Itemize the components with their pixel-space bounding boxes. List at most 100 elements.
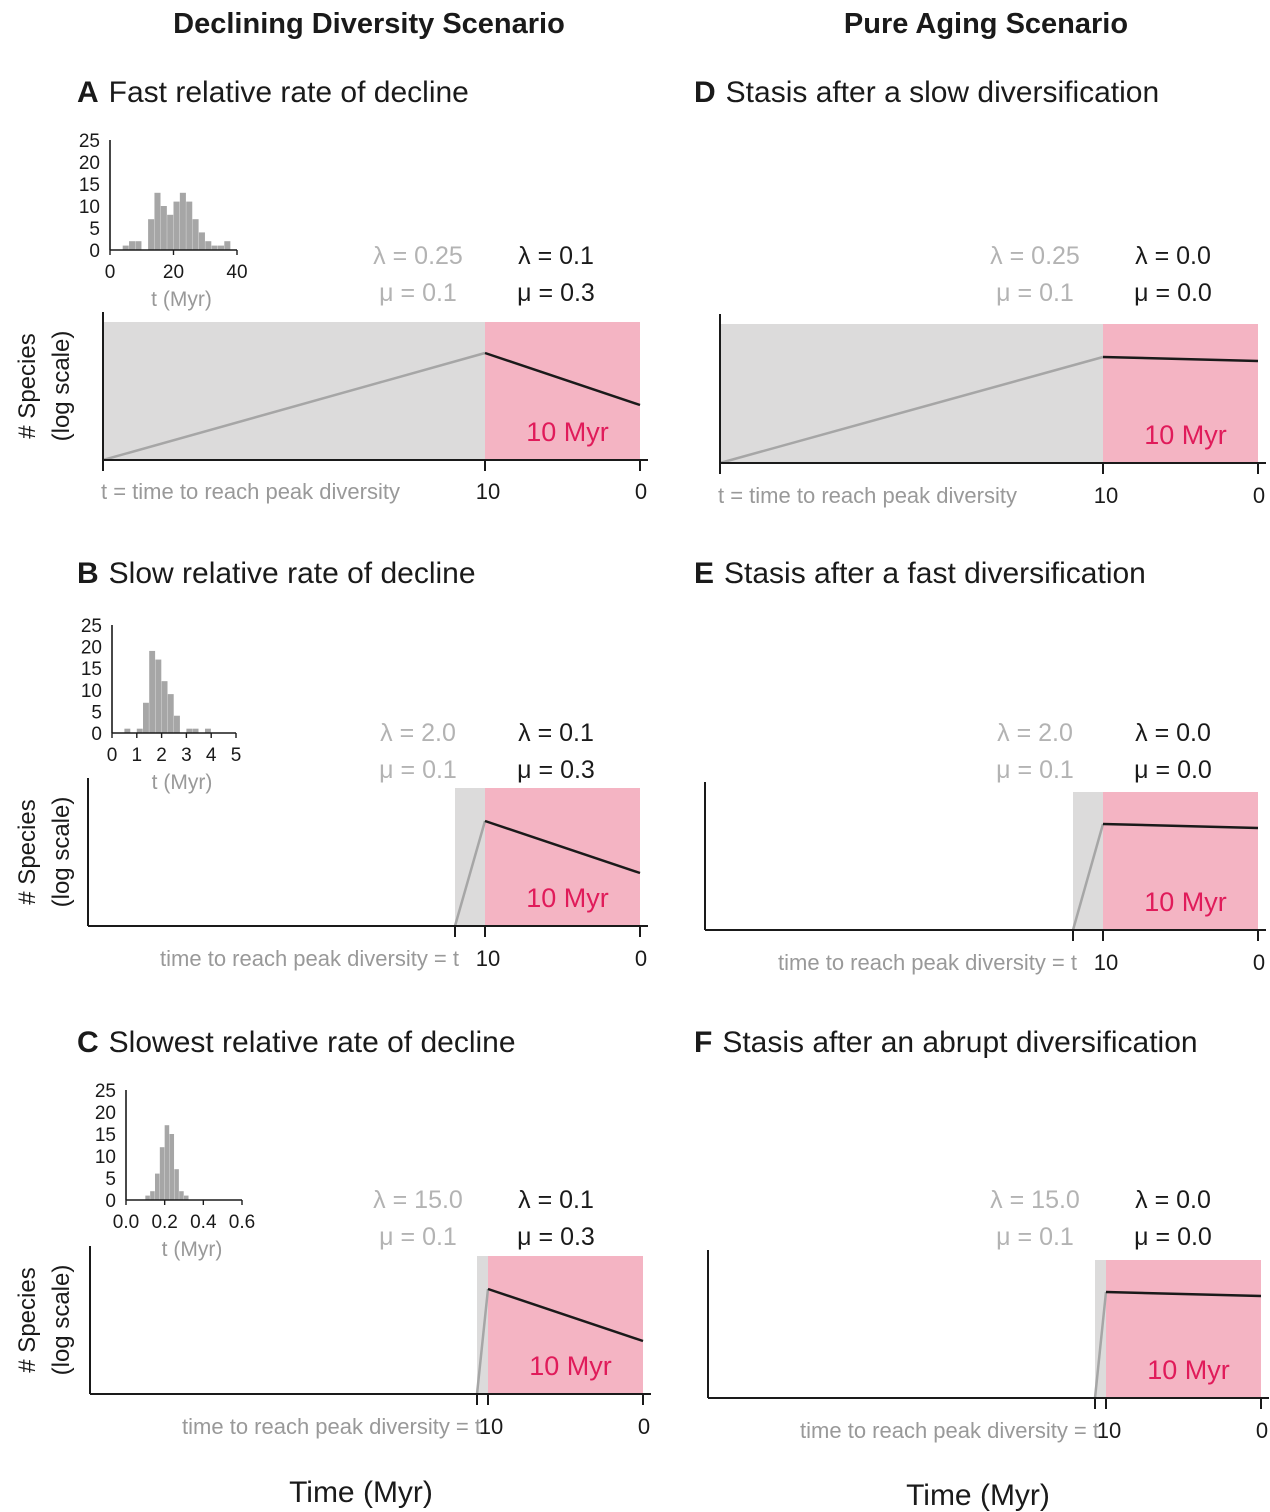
panel-a-hist-bar [129,241,136,250]
panel-a-pink-region [485,322,640,460]
panel-c-hist-bar [150,1191,155,1200]
panel-e-rise-line [1071,823,1105,931]
panel-a-hist-y-tick: 15 [79,175,100,196]
panel-c-grey-region [477,1256,488,1394]
panel-e-grey-lambda: λ = 2.0 [997,719,1073,747]
panel-b-grey-lambda: λ = 2.0 [380,719,456,747]
panel-b-tick-10: 10 [476,946,500,971]
panel-b-hist-x-tick: 3 [181,745,192,766]
panel-c-hist-bar [159,1147,165,1200]
panel-c-y-label-line1: # Species [14,1267,41,1372]
panel-e-pink-region [1103,792,1258,930]
panel-a-hist-y-tick: 0 [89,241,100,262]
panel-c-hist-y-tick: 15 [95,1125,116,1146]
panel-e-tick-0: 0 [1253,950,1265,975]
panel-d-pink-region [1103,324,1258,463]
panel-b-hist-y-tick: 15 [81,659,102,680]
panel-f-grey-mu: μ = 0.1 [996,1223,1074,1251]
panel-b-title-text: Slow relative rate of decline [109,557,476,590]
x-axis-label-left: Time (Myr) [289,1476,433,1509]
panel-c-black-mu: μ = 0.3 [517,1223,595,1251]
panel-a-hist-bar [217,245,224,250]
panel-b-hist-x-tick: 0 [107,745,118,766]
panel-c-grey-mu: μ = 0.1 [379,1223,457,1251]
panel-f-grey-region [1095,1260,1106,1398]
panel-d: D Stasis after a slow diversification λ = … [694,76,1266,508]
panel-c-hist-y-tick: 0 [105,1191,116,1212]
panel-b-hist-bar [161,681,168,733]
panel-b-hist-bar [167,694,174,733]
panel-b-title: B Slow relative rate of decline [77,557,476,590]
panel-e-grey-mu: μ = 0.1 [996,756,1074,784]
panel-f-title-text: Stasis after an abrupt diversification [722,1026,1197,1059]
panel-f-pink-label: 10 Myr [1147,1355,1230,1385]
panel-d-letter: D [694,76,716,109]
panel-a-hist-bar [135,241,142,250]
panel-d-title-text: Stasis after a slow diversification [726,76,1160,109]
panel-a-hist-bar [160,206,167,250]
panel-c-hist-y-tick: 10 [95,1147,116,1168]
panel-b: B Slow relative rate of decline λ = 2.0 μ =… [14,557,648,971]
panel-b-hist-bar [149,650,156,733]
panel-b-hist-x-tick: 5 [231,745,242,766]
panel-a-y-label-line1: # Species [14,333,41,438]
panel-b-hist-bar [205,728,211,733]
panel-e-black-mu: μ = 0.0 [1134,756,1212,784]
panel-c-grey-lambda: λ = 15.0 [373,1186,463,1214]
panel-e-title-text: Stasis after a fast diversification [724,557,1146,590]
panel-b-letter: B [77,557,99,590]
panel-e-tick-10: 10 [1094,950,1118,975]
panel-e-time-label: time to reach peak diversity = t [778,950,1077,975]
panel-a-grey-region [103,322,485,460]
panel-a-time-label: t = time to reach peak diversity [101,479,400,504]
panel-e-letter: E [694,557,714,590]
panel-b-hist-y-tick: 0 [91,724,102,745]
panel-b-y-label-line1: # Species [14,799,41,904]
panel-d-time-label: t = time to reach peak diversity [718,483,1017,508]
panel-b-black-mu: μ = 0.3 [517,756,595,784]
panel-a-hist-xlabel: t (Myr) [151,288,212,311]
panel-e: E Stasis after a fast diversification λ = … [694,557,1266,975]
panel-d-grey-region [720,324,1103,463]
panel-d-title: D Stasis after a slow diversification [694,76,1159,109]
panel-a-black-mu: μ = 0.3 [517,279,595,307]
panel-f-tick-10: 10 [1097,1418,1121,1443]
panel-b-y-label-line2: (log scale) [48,797,75,908]
panel-d-grey-lambda: λ = 0.25 [990,242,1080,270]
panel-a-title-text: Fast relative rate of decline [109,76,469,109]
panel-f-black-mu: μ = 0.0 [1134,1223,1212,1251]
panel-f-after-peak-line [1105,1290,1262,1298]
panel-f-rise-line [1093,1291,1108,1399]
panel-d-pink-label: 10 Myr [1144,420,1227,450]
panel-c-rise-line [475,1288,490,1395]
panel-a-hist-bar [198,232,205,250]
panel-b-hist-bar [192,728,199,733]
panel-a-hist-bar [154,192,161,250]
panel-d-rise-line [719,355,1104,465]
panel-b-hist-x-tick: 1 [132,745,143,766]
panel-c-hist-x-tick: 0.4 [190,1212,217,1233]
panel-a-rise-line [102,351,486,462]
panel-a-hist-bar [205,241,212,250]
panel-c: C Slowest relative rate of decline λ = 15.… [14,1026,651,1439]
panel-a-after-peak-line [484,351,641,407]
panels: A Fast relative rate of decline λ = 0.25 μ … [14,76,1269,1443]
panel-a-hist-y-tick: 20 [79,153,100,174]
panel-c-hist-bar [179,1191,184,1200]
panel-a-grey-mu: μ = 0.1 [379,279,457,307]
panel-b-hist-xlabel: t (Myr) [152,771,213,794]
panel-c-hist-x-tick: 0.2 [151,1212,177,1233]
panel-a-hist-y-tick: 10 [79,197,100,218]
panel-c-y-label-line2: (log scale) [48,1265,75,1376]
panel-b-grey-mu: μ = 0.1 [379,756,457,784]
panel-c-pink-label: 10 Myr [529,1351,612,1381]
panel-c-title: C Slowest relative rate of decline [77,1026,516,1059]
panel-a-hist-bar [186,201,193,250]
panel-c-hist-bar [145,1195,150,1200]
panel-f-black-lambda: λ = 0.0 [1135,1186,1211,1214]
panel-f-time-label: time to reach peak diversity = t [800,1418,1099,1443]
panel-a-letter: A [77,76,99,109]
panel-c-black-lambda: λ = 0.1 [518,1186,594,1214]
